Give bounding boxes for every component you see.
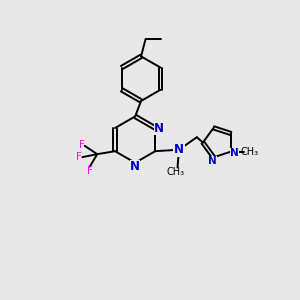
Text: F: F — [76, 152, 82, 162]
Text: N: N — [130, 160, 140, 173]
Text: F: F — [79, 140, 85, 150]
Text: N: N — [230, 148, 239, 158]
Text: CH₃: CH₃ — [241, 147, 259, 157]
Text: N: N — [174, 143, 184, 156]
Text: F: F — [87, 166, 93, 176]
Text: CH₃: CH₃ — [166, 167, 184, 177]
Text: N: N — [154, 122, 164, 134]
Text: N: N — [208, 156, 217, 166]
